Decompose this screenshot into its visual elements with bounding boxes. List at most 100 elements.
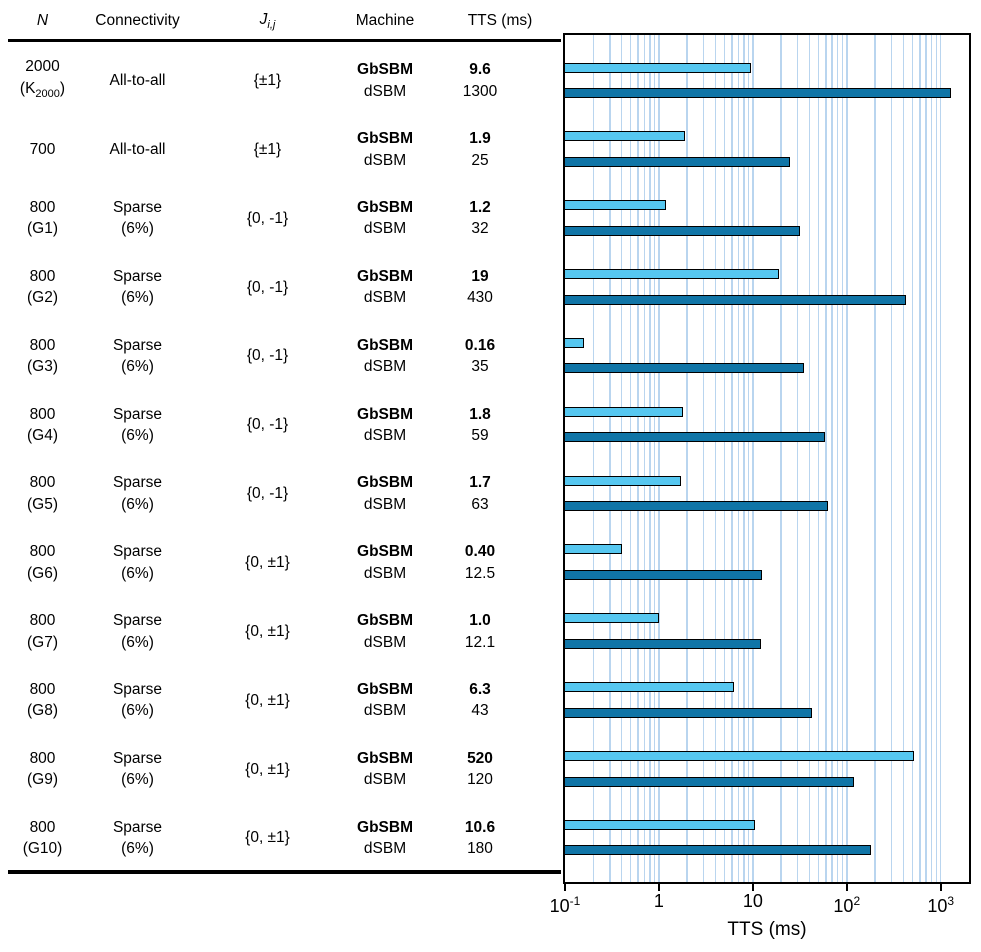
bar-gbsbm	[565, 475, 681, 486]
table-row: 800 (G4) Sparse (6%) {0, -1} GbSBM dSBM 1.8 59	[0, 392, 535, 458]
machine-name: dSBM	[363, 151, 407, 169]
tts-value: 63	[471, 495, 489, 513]
n-line: 800	[29, 336, 56, 354]
header-connectivity: Connectivity	[95, 12, 180, 29]
bar-gbsbm	[565, 337, 585, 348]
connectivity-line: Sparse	[112, 474, 163, 492]
gridline	[592, 35, 595, 882]
cell-n: 800 (G7)	[0, 599, 85, 665]
cell-machine: GbSBM dSBM	[345, 805, 425, 871]
benchmark-table: N Connectivity Ji,j Machine TTS (ms) 200…	[0, 11, 561, 874]
tts-value: 6.3	[469, 680, 491, 698]
bar-dsbm	[565, 776, 855, 787]
x-tick-label: 10	[742, 891, 763, 911]
cell-machine: GbSBM dSBM	[345, 736, 425, 802]
cell-tts: 1.9 25	[425, 117, 535, 183]
tts-value: 120	[467, 771, 493, 789]
gridline	[939, 35, 942, 882]
tts-value: 9.6	[469, 61, 491, 79]
machine-name: GbSBM	[357, 61, 413, 79]
gridline	[846, 35, 848, 882]
cell-machine: GbSBM dSBM	[345, 461, 425, 527]
cell-connectivity: Sparse (6%)	[85, 392, 190, 458]
gridline	[714, 35, 717, 882]
connectivity-line: Sparse	[112, 818, 163, 836]
cell-j: {0, ±1}	[190, 530, 345, 596]
machine-name: dSBM	[363, 82, 407, 100]
gridline	[731, 35, 733, 882]
header-jij: Ji,j	[190, 11, 345, 31]
table-row: 800 (G7) Sparse (6%) {0, ±1} GbSBM dSBM 1.0 12.1	[0, 599, 535, 665]
header-n: N	[36, 12, 49, 29]
cell-machine: GbSBM dSBM	[345, 392, 425, 458]
n-line: 800	[29, 818, 56, 836]
n-line: (G5)	[27, 495, 58, 513]
machine-name: GbSBM	[357, 130, 413, 148]
bar-gbsbm	[565, 544, 622, 555]
connectivity-line: Sparse	[112, 749, 163, 767]
gridline	[658, 35, 660, 882]
j-value: {0, ±1}	[245, 553, 290, 571]
connectivity-line: Sparse	[112, 543, 163, 561]
table-row: 800 (G6) Sparse (6%) {0, ±1} GbSBM dSBM 0.40 12.…	[0, 530, 535, 596]
gridline	[919, 35, 921, 882]
connectivity-line: (6%)	[121, 220, 154, 238]
cell-machine: GbSBM dSBM	[345, 185, 425, 251]
tts-value: 1.9	[469, 130, 491, 148]
machine-name: dSBM	[363, 220, 407, 238]
table-row: 700 All-to-all {±1} GbSBM dSBM 1.9 25	[0, 117, 535, 183]
x-tick-label: 10-1	[549, 894, 581, 916]
cell-n: 800 (G5)	[0, 461, 85, 527]
x-tick	[564, 884, 566, 891]
machine-name: dSBM	[363, 289, 407, 307]
bar-dsbm	[565, 225, 801, 236]
cell-tts: 0.16 35	[425, 323, 535, 389]
connectivity-line: All-to-all	[109, 72, 166, 89]
connectivity-line: (6%)	[121, 771, 154, 789]
machine-name: dSBM	[363, 840, 407, 858]
header-machine: Machine	[355, 12, 415, 29]
cell-j: {0, ±1}	[190, 805, 345, 871]
bar-gbsbm	[565, 751, 915, 761]
tts-value: 1.8	[469, 405, 491, 423]
tts-value: 32	[471, 220, 489, 238]
tts-value: 180	[467, 840, 493, 858]
cell-j: {0, -1}	[190, 392, 345, 458]
tts-value: 0.16	[464, 336, 496, 354]
gridline	[643, 35, 646, 882]
machine-name: dSBM	[363, 358, 407, 376]
cell-machine: GbSBM dSBM	[345, 48, 425, 114]
table-row: 800 (G3) Sparse (6%) {0, -1} GbSBM dSBM 0.16 35	[0, 323, 535, 389]
machine-name: GbSBM	[357, 818, 413, 836]
machine-name: dSBM	[363, 427, 407, 444]
machine-name: dSBM	[363, 495, 407, 513]
n-line: 700	[29, 140, 56, 158]
bar-dsbm	[565, 156, 791, 167]
x-tick-exponent: 2	[853, 894, 861, 908]
x-tick-exponent: 3	[947, 894, 955, 908]
cell-machine: GbSBM dSBM	[345, 667, 425, 733]
connectivity-line: All-to-all	[109, 140, 166, 158]
connectivity-line: Sparse	[112, 267, 163, 285]
x-axis-label: TTS (ms)	[727, 919, 807, 940]
header-j-base: J	[259, 10, 268, 28]
tts-value: 43	[471, 702, 489, 720]
cell-machine: GbSBM dSBM	[345, 599, 425, 665]
n-line: (G7)	[27, 633, 58, 651]
cell-connectivity: Sparse (6%)	[85, 530, 190, 596]
gridline	[752, 35, 754, 882]
gridline	[737, 35, 740, 882]
tts-value: 1.2	[469, 198, 491, 216]
cell-machine: GbSBM dSBM	[345, 117, 425, 183]
tts-value: 10.6	[464, 818, 496, 836]
table-header-row: N Connectivity Ji,j Machine TTS (ms)	[0, 6, 575, 36]
cell-n: 2000 (K2000)	[0, 48, 85, 114]
machine-name: GbSBM	[357, 749, 413, 767]
machine-name: GbSBM	[357, 612, 413, 630]
cell-connectivity: Sparse (6%)	[85, 599, 190, 665]
cell-n: 800 (G9)	[0, 736, 85, 802]
cell-connectivity: Sparse (6%)	[85, 254, 190, 320]
j-value: {0, -1}	[246, 278, 289, 296]
connectivity-line: (6%)	[121, 427, 154, 444]
gridline	[780, 35, 782, 882]
